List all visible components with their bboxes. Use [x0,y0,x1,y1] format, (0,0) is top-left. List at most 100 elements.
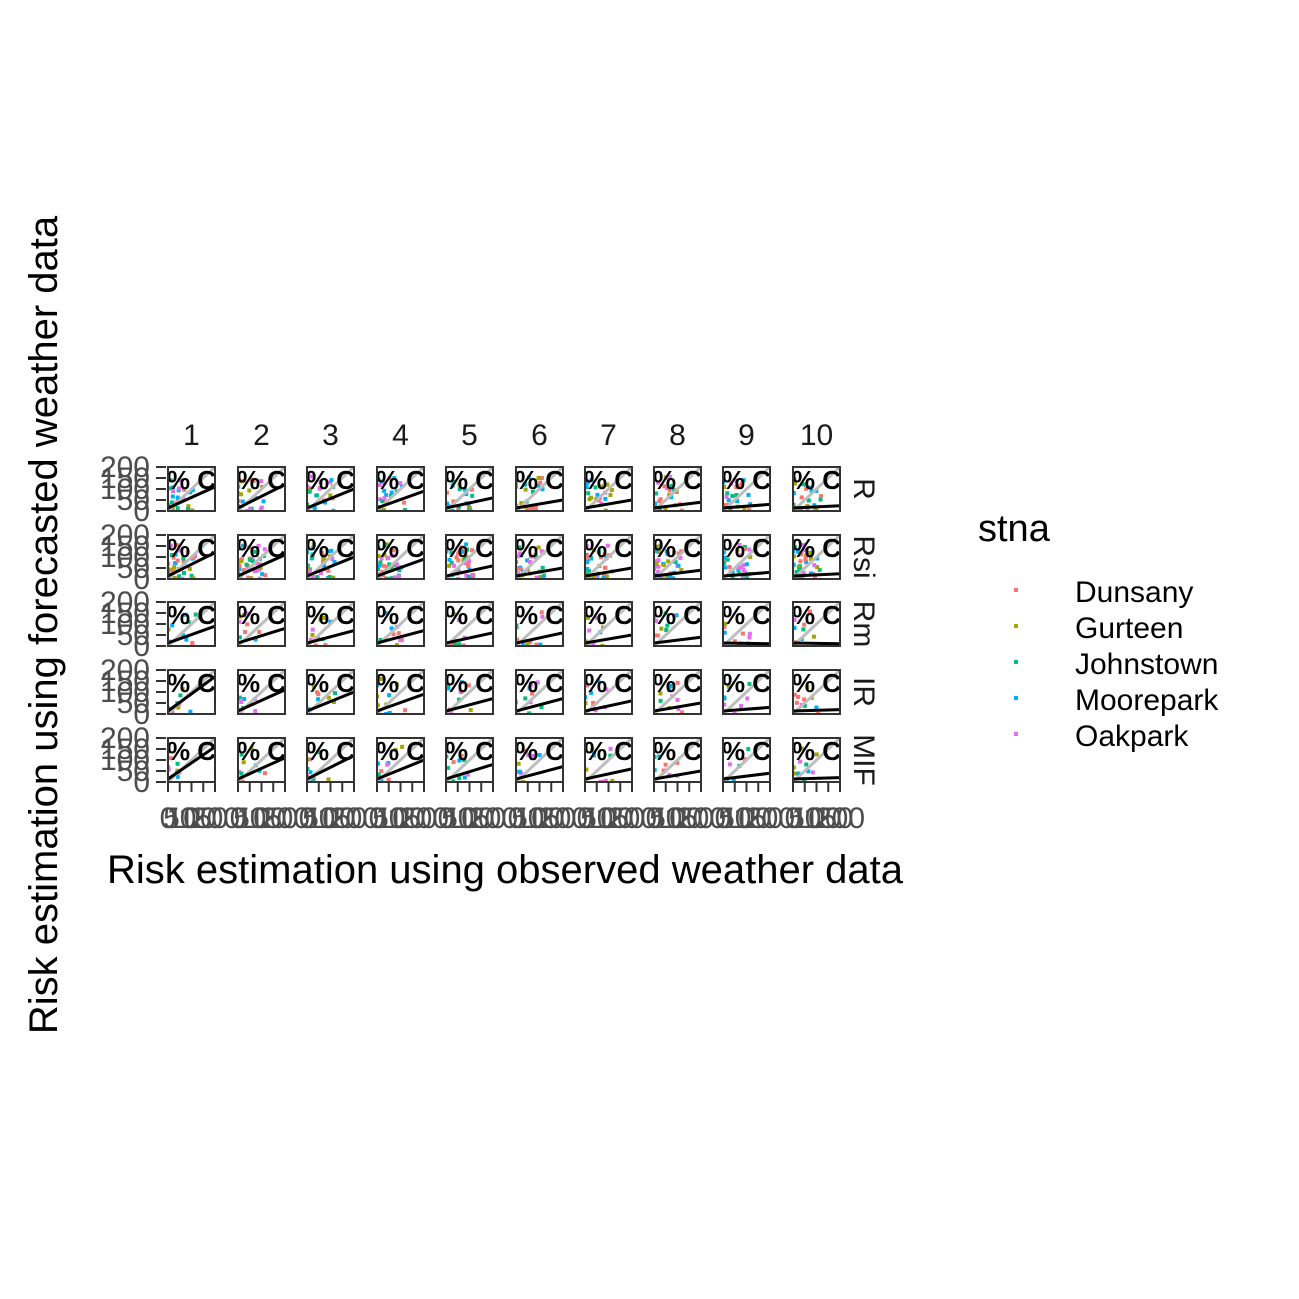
x-tick-label: 150 [178,802,228,835]
scatter-point [603,565,608,570]
scatter-point [379,508,384,511]
scatter-point [741,576,746,579]
regression-line [723,570,770,578]
scatter-point [519,567,524,572]
scatter-point [523,696,528,701]
scatter-point [173,560,178,565]
regression-line [446,564,493,578]
scatter-point [747,631,752,636]
scatter-point [585,701,588,706]
scatter-point [585,560,590,565]
scatter-point [379,769,384,774]
y-tick-label: 150 [100,665,150,698]
regression-line [516,631,563,645]
scatter-point [516,623,519,628]
scatter-point [377,482,382,487]
scatter-point [537,753,542,758]
scatter-point [663,475,668,480]
scatter-point [377,683,380,688]
scatter-point [466,563,471,568]
scatter-point [241,568,246,573]
y-tick-label: 100 [100,676,150,709]
panel-annotation: % C [445,465,494,495]
scatter-point [516,542,519,547]
regression-line [307,690,354,713]
scatter-point [380,569,385,574]
scatter-point [595,573,600,578]
panel-annotation: % C [584,600,633,630]
scatter-point [466,683,471,688]
facet-panel-r3-c1: % C [167,601,216,647]
facet-panel-r3-c2: % C [237,601,286,647]
scatter-point [533,506,538,511]
scatter-point [242,696,247,701]
scatter-point [253,637,258,642]
facet-panel-r5-c10: % C [792,737,841,783]
strip-label-col-10: 10 [800,419,833,452]
scatter-point [734,478,739,483]
identity-line [654,738,701,782]
identity-line [446,670,493,714]
scatter-point [307,484,310,489]
scatter-point [673,560,678,565]
facet-panel-r2-c3: % C [306,533,355,580]
scatter-point [244,508,249,511]
scatter-point [391,632,396,637]
scatter-point [530,506,535,511]
scatter-point [450,483,455,488]
scatter-point [168,749,171,754]
scatter-point [386,777,391,782]
regression-line [446,697,493,713]
scatter-point [168,561,171,566]
scatter-point [382,480,387,485]
legend-title: stna [978,508,1051,550]
scatter-point [311,684,316,689]
y-tick-label: 50 [117,687,150,720]
facet-panel-r5-c6: % C [515,737,564,783]
scatter-point [585,543,589,548]
scatter-point [534,642,539,646]
scatter-point [675,760,680,765]
x-tick-label: 200 [676,802,726,835]
scatter-point [523,487,528,492]
scatter-point [723,485,727,490]
scatter-point [608,746,613,751]
scatter-point [470,573,475,578]
scatter-point [456,576,461,579]
panel-annotation: % C [306,668,355,698]
scatter-point [239,492,244,497]
scatter-point [813,576,818,579]
scatter-point [801,482,806,487]
regression-line [307,629,354,645]
scatter-point [307,486,312,491]
identity-line [723,670,770,714]
scatter-point [249,576,254,579]
scatter-point [592,750,597,755]
panel-border [722,534,771,580]
panel-border [167,601,216,647]
regression-line [654,635,701,645]
panel-annotation: % C [167,533,216,563]
panel-annotation: % C [306,533,355,563]
x-tick-label: 50 [511,802,544,835]
regression-line [654,701,701,713]
panel-border [515,601,564,647]
panel-annotation: % C [722,533,771,563]
scatter-point [528,554,533,559]
scatter-point [458,688,463,693]
regression-line [516,697,563,713]
identity-line [238,602,285,646]
scatter-point [259,505,264,510]
panel-border [722,669,771,715]
scatter-point [807,485,812,490]
scatter-point [262,547,267,552]
legend-key-moorepark [1014,696,1018,700]
scatter-point [794,569,799,574]
scatter-point [172,575,177,579]
scatter-point [392,475,397,480]
scatter-point [801,627,806,632]
y-tick-label: 200 [100,654,150,687]
panel-annotation: % C [237,668,286,698]
scatter-point [462,550,467,555]
